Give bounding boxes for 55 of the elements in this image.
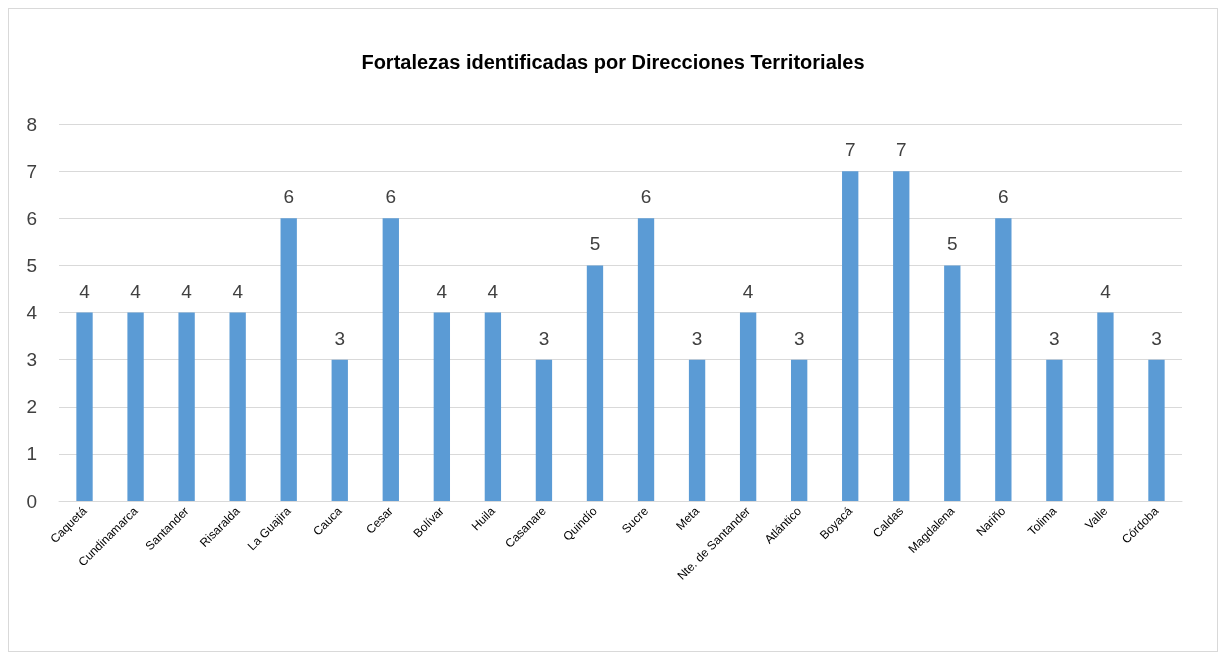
bar: [893, 171, 910, 501]
data-label: 4: [742, 280, 754, 302]
y-tick-label: 1: [26, 443, 37, 465]
y-tick-label: 6: [26, 207, 37, 229]
y-tick-label: 0: [26, 490, 37, 512]
data-label: 6: [998, 186, 1009, 208]
bar: [331, 359, 348, 501]
data-label: 4: [130, 280, 142, 302]
y-tick-label: 2: [26, 396, 37, 418]
y-tick-label: 3: [26, 349, 37, 371]
data-label: 4: [79, 280, 91, 302]
data-label: 7: [844, 139, 856, 161]
bar: [433, 312, 451, 501]
data-label: 6: [640, 186, 652, 208]
bar: [382, 218, 399, 501]
bar: [1046, 359, 1063, 501]
data-label: 4: [436, 280, 448, 302]
data-label: 3: [538, 327, 550, 349]
data-label: 6: [385, 186, 397, 208]
bar: [944, 265, 961, 501]
y-tick-label: 8: [26, 113, 37, 135]
bar: [739, 312, 757, 501]
bar: [127, 312, 144, 501]
bar: [995, 218, 1012, 501]
y-tick-label: 7: [26, 160, 37, 182]
bar: [790, 359, 808, 501]
x-tick-label: Valle: [1082, 503, 1111, 533]
bar: [535, 359, 553, 501]
data-label: 4: [181, 280, 193, 302]
bar: [688, 359, 706, 501]
data-label: 3: [691, 327, 703, 349]
bar: [842, 171, 859, 501]
data-label: 4: [232, 280, 244, 302]
data-label: 3: [334, 327, 346, 349]
bar: [1148, 359, 1165, 501]
data-label: 4: [1100, 280, 1112, 302]
data-label: 7: [895, 139, 907, 161]
bar: [229, 312, 246, 501]
bar: [1097, 312, 1114, 501]
data-label: 6: [283, 186, 294, 208]
bar: [586, 265, 604, 501]
bar: [280, 218, 297, 501]
bar: [637, 218, 655, 501]
bar: [484, 312, 502, 501]
bar: [76, 312, 93, 501]
data-label: 5: [589, 233, 601, 255]
y-tick-label: 4: [26, 302, 38, 323]
bar: [178, 312, 195, 501]
data-label: 5: [947, 233, 958, 255]
y-tick-label: 5: [26, 254, 37, 276]
data-label: 3: [1151, 327, 1162, 349]
chart-title: Fortalezas identificadas por Direcciones Territoriales: [361, 51, 865, 73]
data-label: 3: [793, 327, 805, 349]
data-label: 4: [487, 280, 499, 302]
data-label: 3: [1049, 327, 1060, 349]
